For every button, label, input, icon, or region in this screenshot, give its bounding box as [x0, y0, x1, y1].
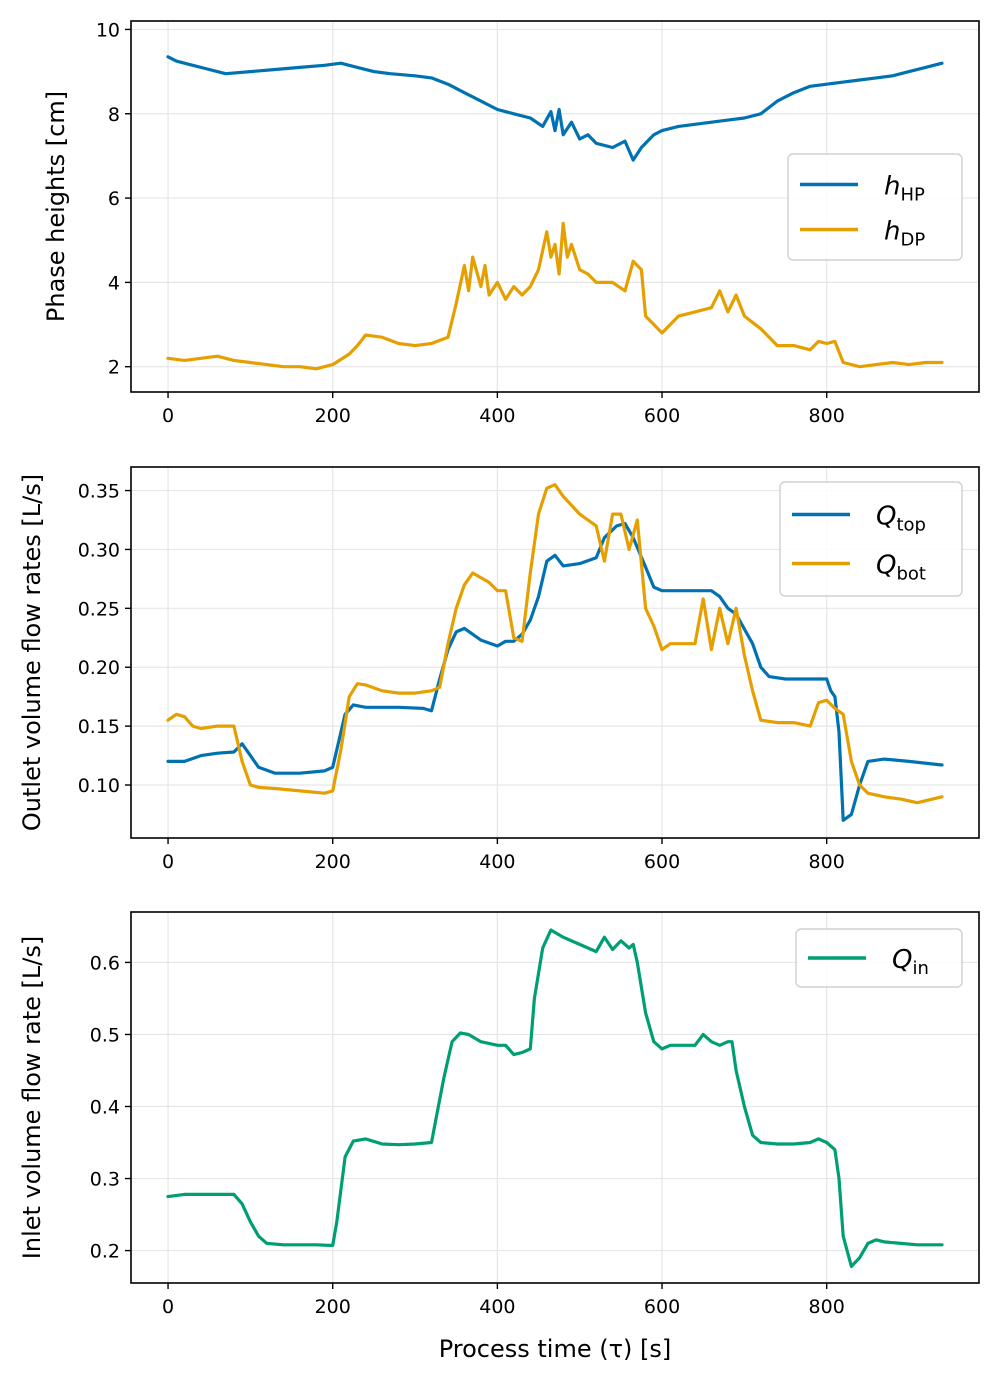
panel-1: 0 200 400 600 800 2 4 6 8 10 Phase heights [cm] hHP…	[42, 19, 980, 427]
y-tick-label: 0.2	[90, 1241, 120, 1263]
y-tick-label: 0.5	[90, 1024, 120, 1046]
axes-frame	[130, 911, 980, 1284]
y-tick-label: 4	[108, 272, 120, 294]
legend-label-in: Qin	[892, 945, 929, 979]
x-axis-label: Process time (τ) [s]	[439, 1335, 672, 1363]
y-axis-label: Inlet volume flow rate [L/s]	[18, 936, 46, 1259]
legend-label-top: Qtop	[876, 502, 926, 536]
y-tick-label: 0.20	[78, 657, 120, 679]
legend-label-HP: hHP	[884, 172, 925, 206]
y-tick-label: 0.30	[78, 539, 120, 561]
y-tick-label: 0.4	[90, 1097, 120, 1119]
legend-label-DP: hDP	[884, 217, 925, 251]
y-tick-label: 6	[108, 188, 120, 210]
legend-label-bot: Qbot	[876, 551, 926, 585]
legend-box	[779, 481, 963, 597]
series-line-Q-bot	[166, 483, 944, 805]
y-tick-label: 0.10	[78, 775, 120, 797]
y-tick-label: 0.15	[78, 716, 120, 738]
y-tick-label: 0.25	[78, 598, 120, 620]
x-tick-label: 400	[479, 405, 515, 427]
y-axis-label: Phase heights [cm]	[42, 91, 70, 322]
x-tick-label: 0	[162, 851, 174, 873]
panel-3: 0 200 400 600 800 0.2 0.3 0.4 0.5 0.6 Inlet volume…	[18, 911, 980, 1363]
x-tick-label: 200	[315, 405, 351, 427]
x-tick-label: 400	[479, 1296, 515, 1318]
x-tick-label: 600	[644, 405, 680, 427]
x-tick-label: 200	[315, 1296, 351, 1318]
y-axis-label: Outlet volume flow rates [L/s]	[18, 474, 46, 831]
x-tick-label: 0	[162, 405, 174, 427]
y-tick-label: 10	[96, 19, 120, 41]
axes-frame	[130, 466, 980, 839]
series-line-h-DP	[166, 221, 944, 371]
legend: hHP hDP	[787, 153, 963, 261]
series-line-Q-top	[166, 521, 944, 822]
y-tick-label: 0.35	[78, 481, 120, 503]
x-tick-label: 400	[479, 851, 515, 873]
series-line-h-HP	[166, 55, 944, 162]
axes-frame	[130, 20, 980, 393]
y-tick-label: 2	[108, 357, 120, 379]
x-tick-label: 800	[809, 851, 845, 873]
x-tick-label: 600	[644, 1296, 680, 1318]
x-tick-label: 0	[162, 1296, 174, 1318]
x-tick-label: 600	[644, 851, 680, 873]
legend-box	[787, 153, 963, 261]
legend-box	[795, 928, 963, 988]
x-tick-label: 800	[809, 1296, 845, 1318]
x-tick-label: 800	[809, 405, 845, 427]
legend: Qin	[795, 928, 963, 988]
y-tick-label: 0.3	[90, 1169, 120, 1191]
y-tick-label: 0.6	[90, 952, 120, 974]
series-line-Q-in	[166, 928, 944, 1269]
panel-2: 0 200 400 600 800 0.10 0.15 0.20 0.25 0.30 0.35 Out…	[18, 466, 980, 873]
legend: Qtop Qbot	[779, 481, 963, 597]
y-tick-label: 8	[108, 104, 120, 126]
x-tick-label: 200	[315, 851, 351, 873]
